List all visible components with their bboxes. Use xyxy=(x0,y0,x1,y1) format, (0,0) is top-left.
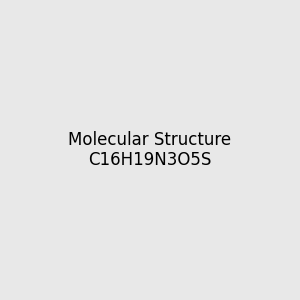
Text: Molecular Structure
C16H19N3O5S: Molecular Structure C16H19N3O5S xyxy=(68,130,232,170)
